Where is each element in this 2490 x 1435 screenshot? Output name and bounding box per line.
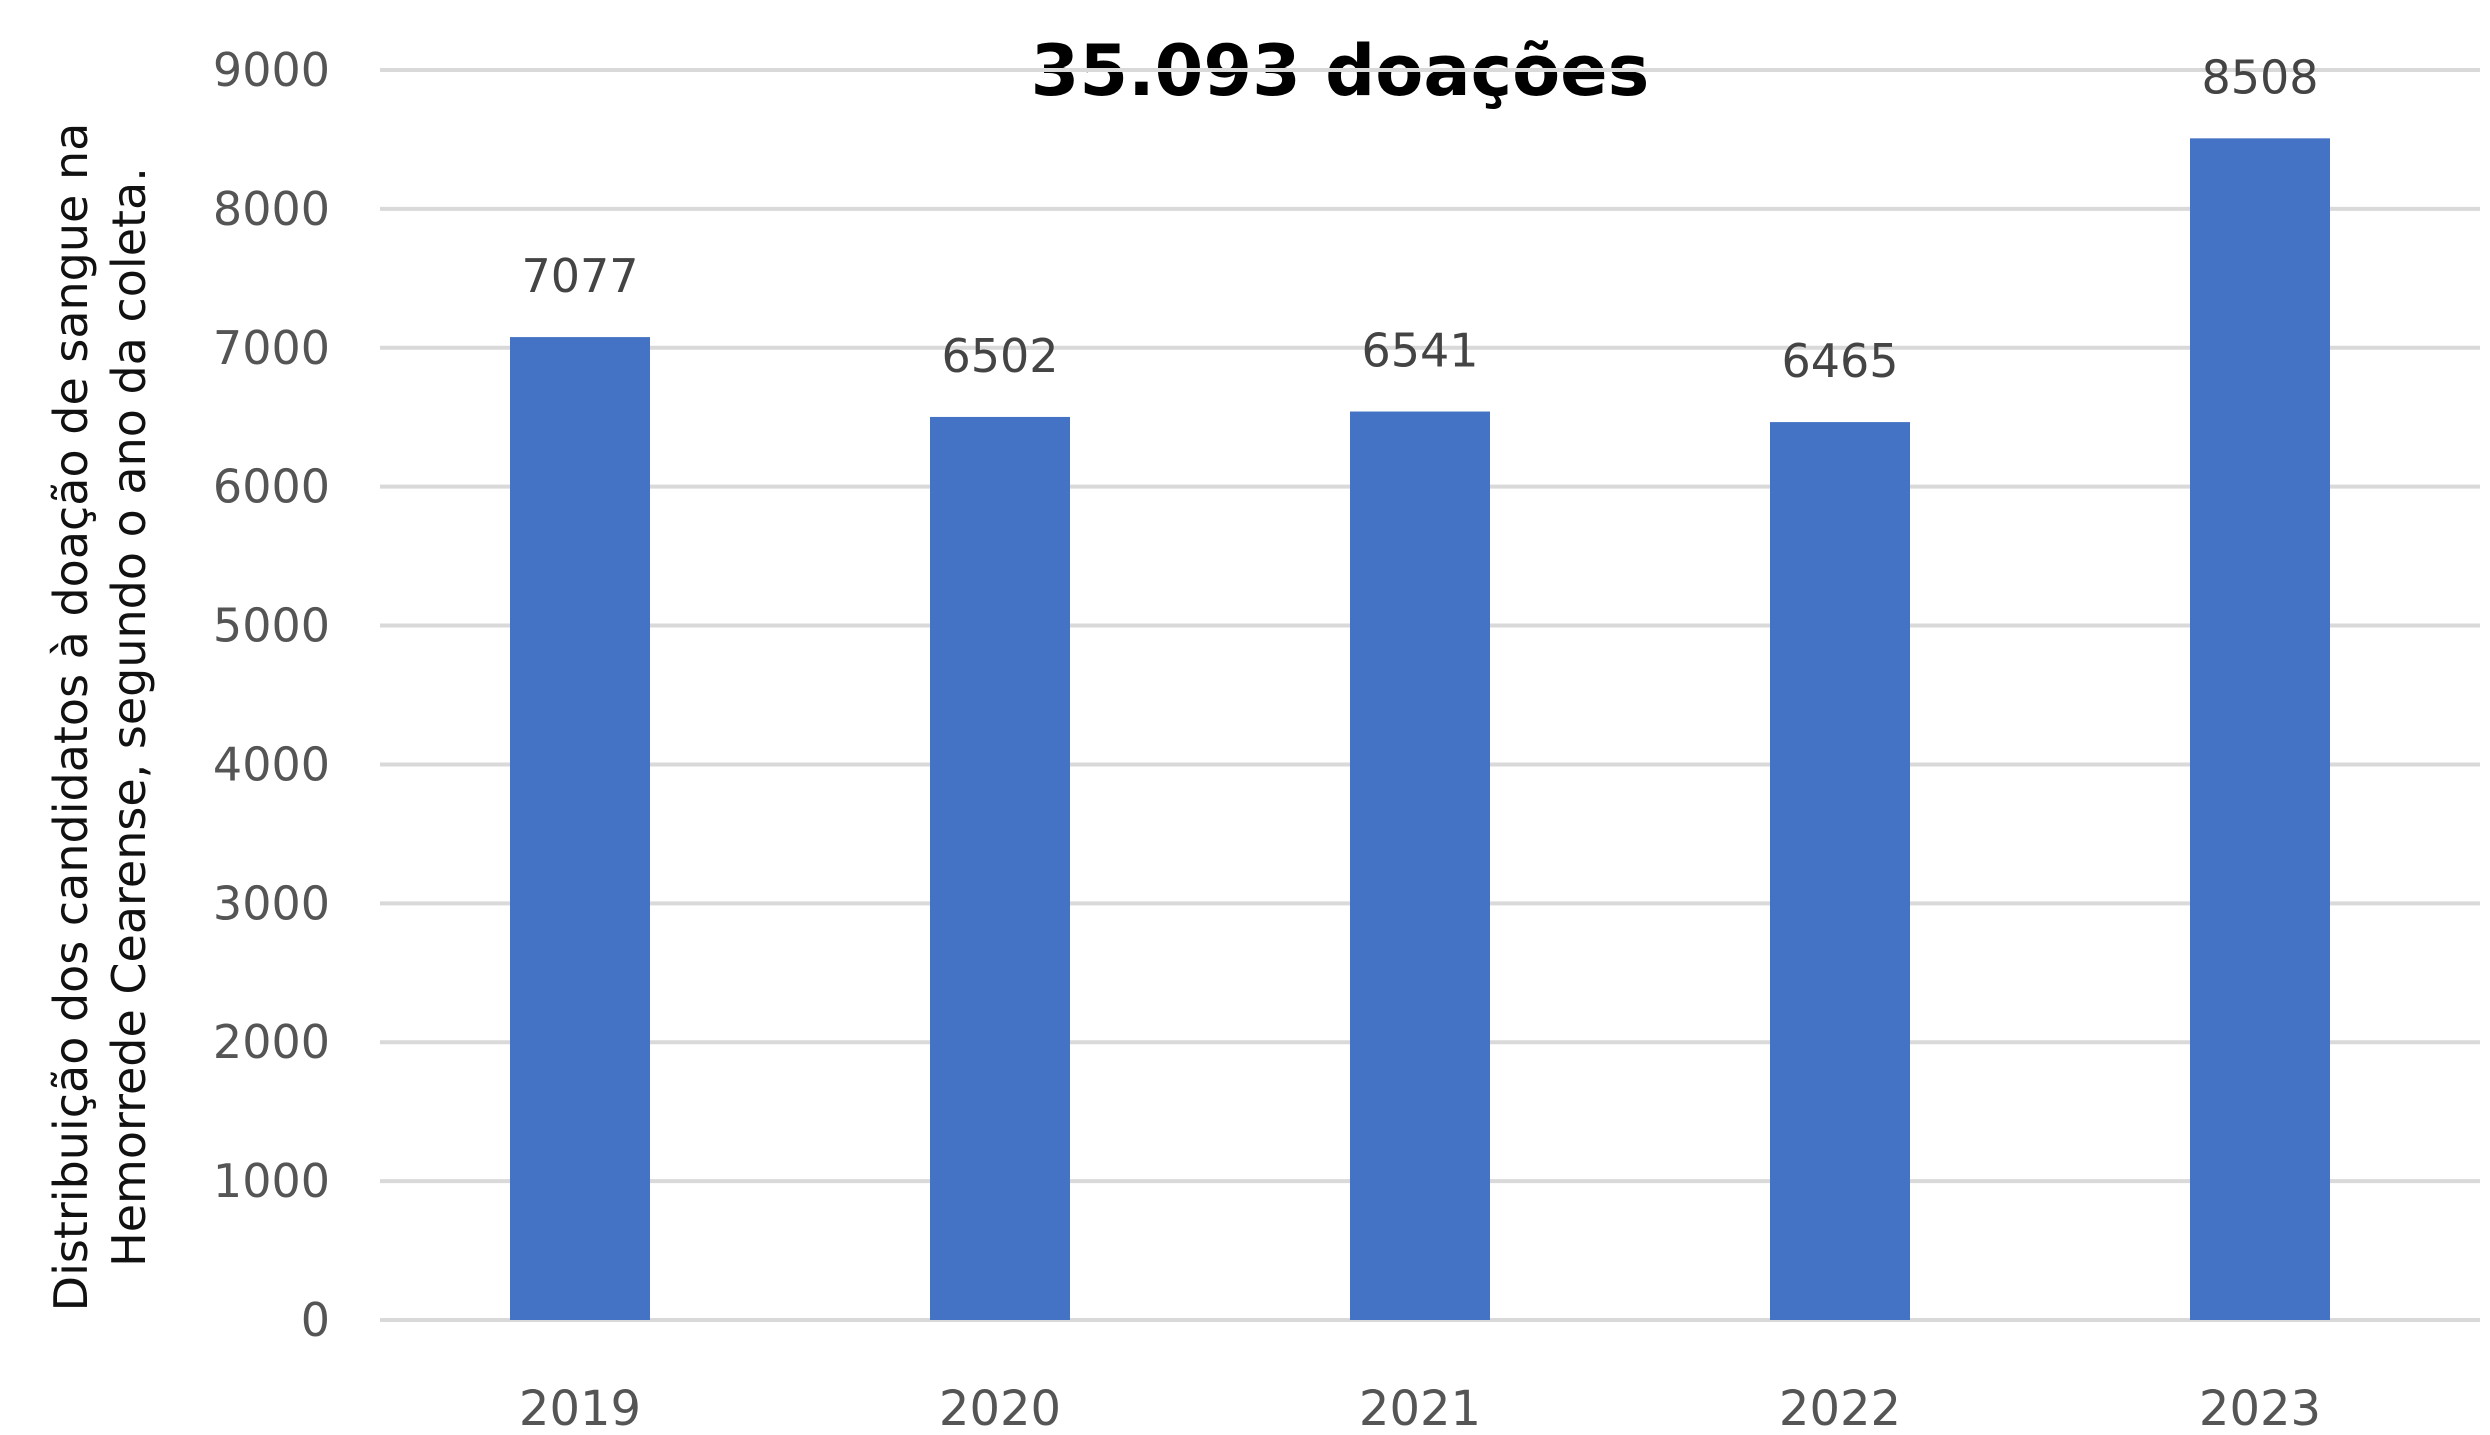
- y-axis-ticks: 0 1000 2000 3000 4000 5000 6000 7000 8000 9000: [213, 43, 330, 1347]
- y-tick-label: 6000: [213, 460, 330, 514]
- x-tick-label-2023: 2023: [2199, 1381, 2321, 1435]
- bar-2022: [1770, 422, 1910, 1320]
- x-tick-label-2022: 2022: [1779, 1381, 1901, 1435]
- data-label-2023: 8508: [2201, 50, 2318, 104]
- bar-2019: [510, 337, 650, 1320]
- data-label-2019: 7077: [521, 249, 638, 303]
- data-label-2020: 6502: [941, 329, 1058, 383]
- data-label-2021: 6541: [1361, 324, 1478, 378]
- x-tick-label-2021: 2021: [1359, 1381, 1481, 1435]
- y-tick-label: 3000: [213, 876, 330, 930]
- y-tick-label: 2000: [213, 1015, 330, 1069]
- y-tick-label: 4000: [213, 737, 330, 791]
- data-labels: 7077 6502 6541 6465 8508: [521, 50, 2318, 388]
- x-axis-ticks: 2019 2020 2021 2022 2023: [519, 1381, 2321, 1435]
- bar-2023: [2190, 138, 2330, 1320]
- y-tick-label: 0: [301, 1293, 330, 1347]
- x-tick-label-2019: 2019: [519, 1381, 641, 1435]
- y-tick-label: 8000: [213, 182, 330, 236]
- bar-2021: [1350, 411, 1490, 1320]
- bars: [510, 138, 2330, 1320]
- y-tick-label: 5000: [213, 599, 330, 653]
- bar-2020: [930, 416, 1070, 1320]
- y-tick-label: 1000: [213, 1154, 330, 1208]
- y-tick-label: 9000: [213, 43, 330, 97]
- y-tick-label: 7000: [213, 321, 330, 375]
- data-label-2022: 6465: [1781, 334, 1898, 388]
- x-tick-label-2020: 2020: [939, 1381, 1061, 1435]
